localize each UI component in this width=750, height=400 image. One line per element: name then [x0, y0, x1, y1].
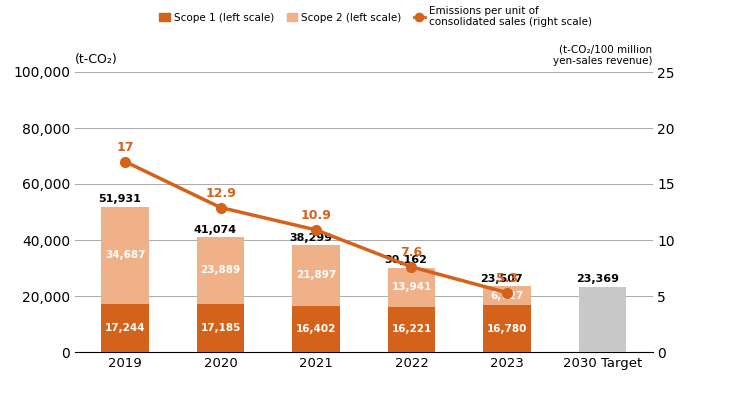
Bar — [388, 306, 435, 352]
Text: 13,941: 13,941 — [392, 282, 431, 292]
Bar — [483, 286, 531, 305]
Text: 51,931: 51,931 — [98, 194, 141, 204]
Text: 12.9: 12.9 — [206, 187, 236, 200]
Text: 34,687: 34,687 — [105, 250, 146, 260]
Text: 5.3: 5.3 — [496, 272, 518, 285]
Text: 23,369: 23,369 — [576, 274, 619, 284]
Bar — [196, 237, 244, 304]
Text: 16,221: 16,221 — [392, 324, 431, 334]
Bar — [388, 268, 435, 306]
Text: 6,727: 6,727 — [490, 290, 524, 300]
Text: 38,299: 38,299 — [290, 232, 332, 242]
Text: 30,162: 30,162 — [385, 255, 427, 265]
Text: 7.6: 7.6 — [400, 246, 422, 259]
Text: 17,244: 17,244 — [105, 323, 146, 333]
Text: 41,074: 41,074 — [194, 225, 237, 235]
Bar — [292, 245, 340, 306]
Text: 23,507: 23,507 — [480, 274, 523, 284]
Text: 10.9: 10.9 — [301, 209, 332, 222]
Legend: Scope 1 (left scale), Scope 2 (left scale), Emissions per unit of
consolidated s: Scope 1 (left scale), Scope 2 (left scal… — [155, 2, 596, 32]
Bar — [101, 206, 149, 304]
Text: 16,780: 16,780 — [487, 324, 527, 334]
Text: 16,402: 16,402 — [296, 324, 336, 334]
Bar — [101, 304, 149, 352]
Bar — [292, 306, 340, 352]
Text: (t-CO₂/100 million
yen-sales revenue): (t-CO₂/100 million yen-sales revenue) — [553, 45, 652, 66]
Bar — [196, 304, 244, 352]
Bar — [578, 286, 626, 352]
Text: 23,889: 23,889 — [200, 266, 241, 276]
Bar — [483, 305, 531, 352]
Text: 17: 17 — [116, 141, 134, 154]
Text: (t-CO₂): (t-CO₂) — [75, 53, 118, 66]
Text: 21,897: 21,897 — [296, 270, 336, 280]
Text: 17,185: 17,185 — [200, 323, 241, 333]
